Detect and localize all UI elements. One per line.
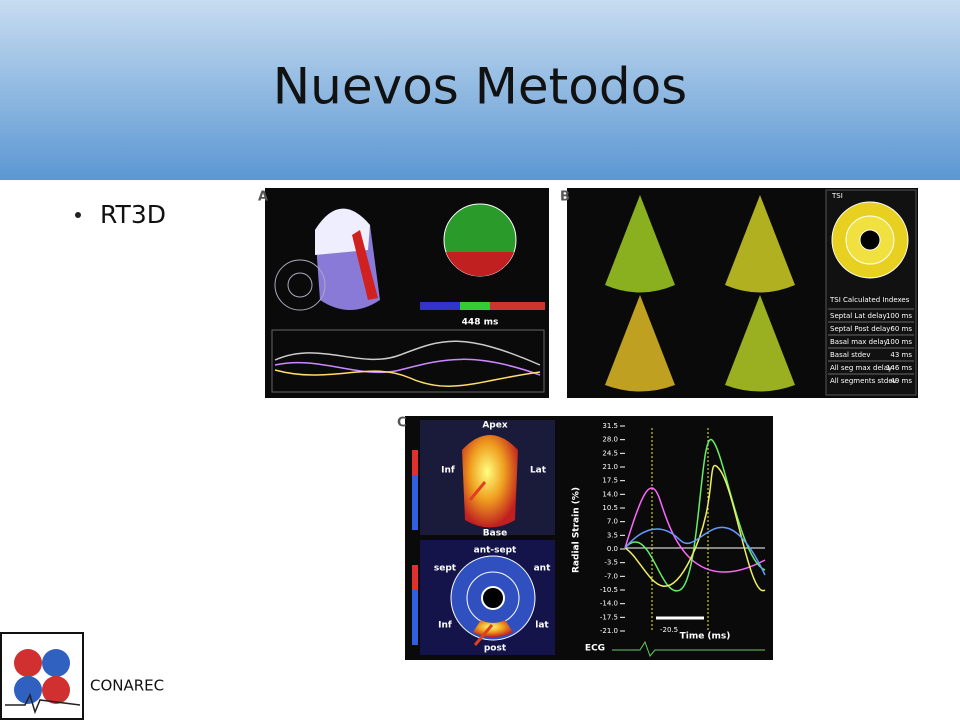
tsi-label: TSI	[831, 192, 843, 200]
y-tick-label: -17.5	[600, 613, 618, 621]
lat-label: Lat	[530, 466, 547, 476]
y-tick-label: 10.5	[602, 504, 618, 512]
sept-label: sept	[434, 564, 457, 574]
ant-sept-label: ant-sept	[474, 546, 517, 556]
row-name: Septal Lat delay	[830, 312, 887, 320]
y-tick-label: 31.5	[602, 422, 618, 430]
y-tick-label: 7.0	[607, 518, 618, 526]
table-title: TSI Calculated Indexes	[829, 296, 910, 304]
bullet-text: RT3D	[100, 200, 166, 229]
post-label: post	[484, 644, 507, 654]
marker-label: -20.5	[660, 626, 678, 634]
y-tick-label: 0.0	[607, 545, 618, 553]
bullet-dot	[75, 212, 81, 218]
time-label: 448 ms	[462, 318, 499, 328]
figure-a: A 448 ms	[258, 188, 549, 398]
row-value: 49 ms	[890, 377, 912, 385]
figure-c: C Apex Inf Lat Base ant-sept sept ant In…	[397, 416, 773, 660]
row-value: 100 ms	[886, 338, 912, 346]
figure-b: B TSI TSI Calculated Indexes Septal Lat …	[560, 188, 918, 398]
inf-lower-label: Inf	[438, 621, 452, 631]
inf-label: Inf	[441, 466, 455, 476]
row-name: Basal max delay	[830, 338, 888, 346]
ecg-label: ECG	[585, 644, 605, 654]
row-value: 43 ms	[890, 351, 912, 359]
header-band	[0, 0, 960, 180]
y-tick-label: -3.5	[604, 559, 618, 567]
logo	[0, 632, 84, 720]
row-value: 100 ms	[886, 312, 912, 320]
panel-label: A	[258, 190, 268, 205]
y-tick-label: 24.5	[602, 449, 618, 457]
y-tick-label: -7.0	[604, 572, 618, 580]
strain-axis: 31.5 28.0 24.5 21.0 17.5 14.0 10.5 7.0 3.5 0.0 -3.…	[600, 422, 625, 635]
y-tick-label: -21.0	[600, 627, 618, 635]
row-name: All segments stdev	[830, 377, 897, 385]
row-value: 60 ms	[890, 325, 912, 333]
y-tick-label: -10.5	[600, 586, 618, 594]
y-tick-label: 14.0	[602, 490, 618, 498]
x-axis-label: Time (ms)	[680, 632, 731, 642]
footer-text: CONAREC	[90, 677, 164, 695]
slide-title: Nuevos Metodos	[273, 58, 687, 116]
y-tick-label: -14.0	[600, 600, 618, 608]
apex-label: Apex	[482, 421, 508, 431]
y-tick-label: 17.5	[602, 477, 618, 485]
panel-label: B	[560, 190, 570, 205]
row-name: All seg max delay	[830, 364, 892, 372]
panel-label: C	[397, 416, 407, 431]
y-axis-label: Radial Strain (%)	[572, 487, 582, 573]
base-label: Base	[483, 529, 507, 539]
ant-label: ant	[534, 564, 551, 574]
y-tick-label: 3.5	[607, 531, 618, 539]
lat-lower-label: lat	[535, 621, 549, 631]
row-value: 146 ms	[886, 364, 912, 372]
y-tick-label: 28.0	[602, 436, 618, 444]
y-tick-label: 21.0	[602, 463, 618, 471]
row-name: Basal stdev	[830, 351, 870, 359]
row-name: Septal Post delay	[830, 325, 890, 333]
